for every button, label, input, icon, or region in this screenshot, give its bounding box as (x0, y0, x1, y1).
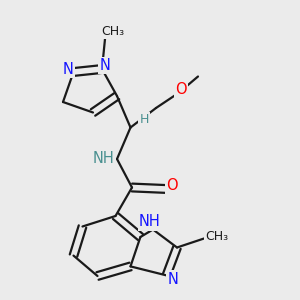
Text: O: O (166, 178, 178, 193)
Text: N: N (168, 272, 178, 286)
Text: O: O (175, 82, 187, 98)
Text: NH: NH (93, 151, 114, 166)
Text: NH: NH (139, 214, 161, 230)
Text: CH₃: CH₃ (101, 25, 124, 38)
Text: N: N (63, 62, 74, 77)
Text: H: H (139, 112, 149, 126)
Text: N: N (100, 58, 110, 73)
Text: CH₃: CH₃ (205, 230, 228, 244)
